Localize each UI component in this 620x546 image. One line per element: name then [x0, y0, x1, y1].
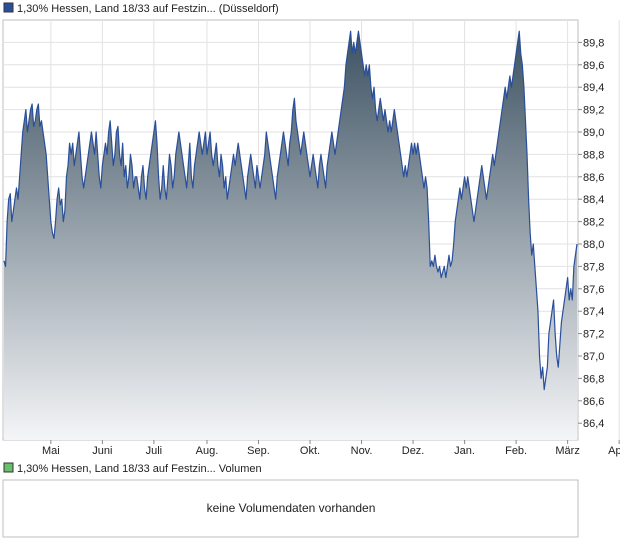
y-tick-label: 88,4 — [583, 194, 604, 206]
x-tick-label: Jan. — [454, 445, 475, 457]
legend-label-volume: 1,30% Hessen, Land 18/33 auf Festzin... … — [17, 463, 262, 475]
y-tick-label: 86,8 — [583, 373, 604, 385]
y-tick-label: 89,6 — [583, 60, 604, 72]
y-tick-label: 89,4 — [583, 82, 604, 94]
x-tick-label: Feb. — [505, 445, 527, 457]
y-tick-label: 89,0 — [583, 127, 604, 139]
y-tick-label: 87,2 — [583, 329, 604, 341]
y-tick-label: 89,2 — [583, 105, 604, 117]
no-volume-message: keine Volumendaten vorhanden — [207, 501, 376, 515]
y-tick-label: 86,4 — [583, 418, 604, 430]
y-tick-label: 87,4 — [583, 306, 604, 318]
price-series-line — [3, 30, 578, 391]
volume-plot-frame — [2, 479, 579, 538]
y-tick-label: 87,8 — [583, 261, 604, 273]
x-axis-ticks: Mai Juni Juli Aug. Sep. Okt. Nov. Dez. Jan. Feb. M… — [42, 440, 620, 457]
y-tick-label: 88,0 — [583, 239, 604, 251]
x-tick-label: April — [608, 445, 620, 457]
y-axis-ticks: 86,4 86,6 86,8 87,0 87,2 87,4 87,6 87,8 88,0 88,2… — [578, 37, 604, 430]
x-tick-label: Dez. — [402, 445, 425, 457]
y-tick-label: 86,6 — [583, 396, 604, 408]
x-tick-label: Mai — [42, 445, 60, 457]
legend-swatch-volume — [3, 462, 14, 473]
y-tick-label: 88,6 — [583, 172, 604, 184]
y-tick-label: 87,0 — [583, 351, 604, 363]
x-tick-label: Nov. — [351, 445, 373, 457]
legend-label-price: 1,30% Hessen, Land 18/33 auf Festzin... … — [17, 3, 279, 15]
x-tick-label: Sep. — [247, 445, 270, 457]
legend-swatch-price — [3, 2, 14, 13]
x-tick-label: Juni — [92, 445, 112, 457]
y-tick-label: 88,2 — [583, 217, 604, 229]
y-tick-label: 88,8 — [583, 149, 604, 161]
y-tick-label: 87,6 — [583, 284, 604, 296]
x-tick-label: März — [555, 445, 579, 457]
x-tick-label: Juli — [146, 445, 163, 457]
y-tick-label: 89,8 — [583, 37, 604, 49]
price-area — [3, 30, 578, 440]
x-tick-label: Aug. — [196, 445, 219, 457]
x-tick-label: Okt. — [300, 445, 320, 457]
price-area-fill — [4, 31, 577, 440]
